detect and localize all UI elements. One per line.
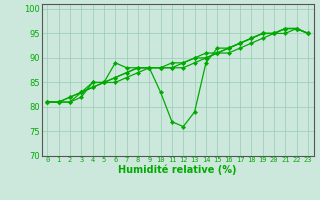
X-axis label: Humidité relative (%): Humidité relative (%)	[118, 165, 237, 175]
